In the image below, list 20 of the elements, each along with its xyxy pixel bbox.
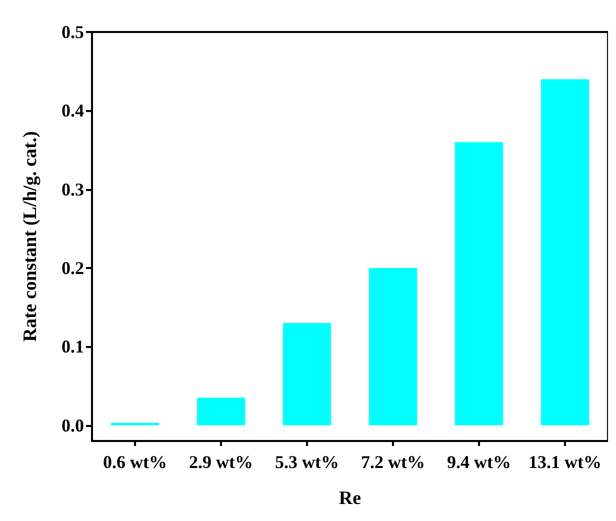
bar bbox=[282, 323, 332, 426]
bar bbox=[110, 422, 160, 426]
y-tick-label: 0.4 bbox=[62, 100, 84, 121]
x-tick-label: 7.2 wt% bbox=[361, 452, 425, 472]
y-tick-label: 0.3 bbox=[62, 179, 84, 200]
y-axis-title: Rate constant (L/h/g. cat.) bbox=[20, 131, 41, 342]
x-tick-label: 0.6 wt% bbox=[103, 452, 167, 472]
y-tick-label: 0.2 bbox=[62, 258, 84, 278]
x-tick-label: 5.3 wt% bbox=[275, 452, 339, 472]
bar bbox=[196, 398, 246, 426]
bar bbox=[368, 268, 418, 426]
x-axis-title: Re bbox=[338, 488, 362, 509]
bar bbox=[540, 79, 590, 426]
x-tick-label: 2.9 wt% bbox=[189, 452, 253, 472]
bar bbox=[454, 142, 504, 426]
y-tick-label: 0.1 bbox=[62, 336, 84, 357]
x-tick-label: 13.1 wt% bbox=[528, 452, 602, 472]
y-tick-label: 0.0 bbox=[62, 415, 84, 436]
x-tick-label: 9.4 wt% bbox=[447, 452, 511, 472]
y-tick-label: 0.5 bbox=[62, 22, 84, 42]
